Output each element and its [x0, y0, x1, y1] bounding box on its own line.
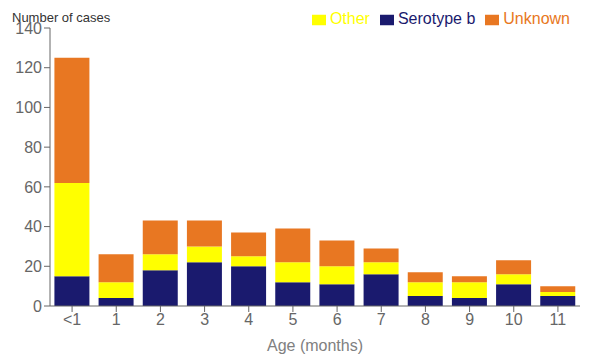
svg-text:7: 7 [377, 311, 386, 328]
html-text:Unknown: Unknown [503, 10, 570, 27]
svg-text:5: 5 [288, 311, 297, 328]
svg-text:3: 3 [200, 311, 209, 328]
svg-text:9: 9 [465, 311, 474, 328]
svg-text:20: 20 [24, 258, 42, 275]
html-text:Other: Other [329, 10, 370, 27]
svg-text:11: 11 [550, 311, 567, 328]
svg-text:8: 8 [421, 311, 430, 328]
svg-text:0: 0 [33, 298, 42, 315]
svg-text:120: 120 [15, 59, 42, 76]
svg-text:<1: <1 [63, 311, 81, 328]
svg-text:1: 1 [112, 311, 121, 328]
svg-text:80: 80 [24, 139, 42, 156]
svg-text:40: 40 [24, 218, 42, 235]
html-text:Serotype b: Serotype b [397, 10, 476, 27]
svg-text:60: 60 [24, 179, 42, 196]
svg-text:100: 100 [15, 99, 42, 116]
svg-text:Age (months): Age (months) [267, 337, 363, 354]
html-text:Number of cases: Number of cases [12, 10, 111, 25]
svg-text:140: 140 [15, 20, 42, 37]
svg-text:2: 2 [156, 311, 165, 328]
svg-text:4: 4 [244, 311, 253, 328]
svg-text:10: 10 [505, 311, 523, 328]
svg-text:6: 6 [333, 311, 342, 328]
